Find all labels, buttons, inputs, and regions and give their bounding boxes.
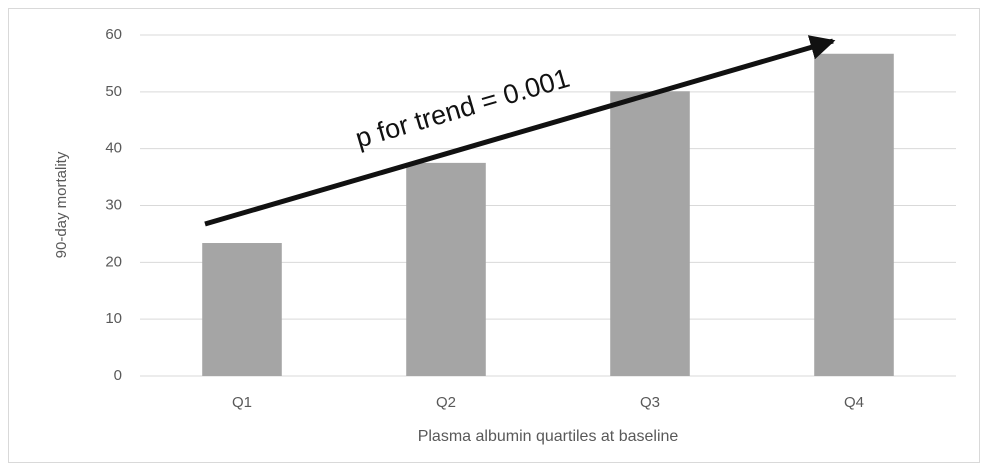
y-tick-label: 60 <box>105 26 122 43</box>
x-tick-label: Q1 <box>232 394 252 411</box>
y-tick-label: 20 <box>105 253 122 270</box>
x-axis-label: Plasma albumin quartiles at baseline <box>418 428 679 445</box>
y-tick-label: 10 <box>105 310 122 327</box>
x-tick-label: Q3 <box>640 394 660 411</box>
x-tick-label: Q4 <box>844 394 864 411</box>
y-tick-label: 0 <box>114 367 122 384</box>
y-tick-label: 40 <box>105 140 122 157</box>
y-tick-label: 50 <box>105 83 122 100</box>
bar <box>610 91 690 376</box>
trend-arrow <box>204 35 836 227</box>
y-tick-label: 30 <box>105 196 122 213</box>
bar <box>406 162 486 376</box>
bars <box>202 53 894 376</box>
bar <box>814 53 894 376</box>
x-tick-label: Q2 <box>436 394 456 411</box>
y-axis-label: 90-day mortality <box>53 151 70 258</box>
bar <box>202 243 282 376</box>
